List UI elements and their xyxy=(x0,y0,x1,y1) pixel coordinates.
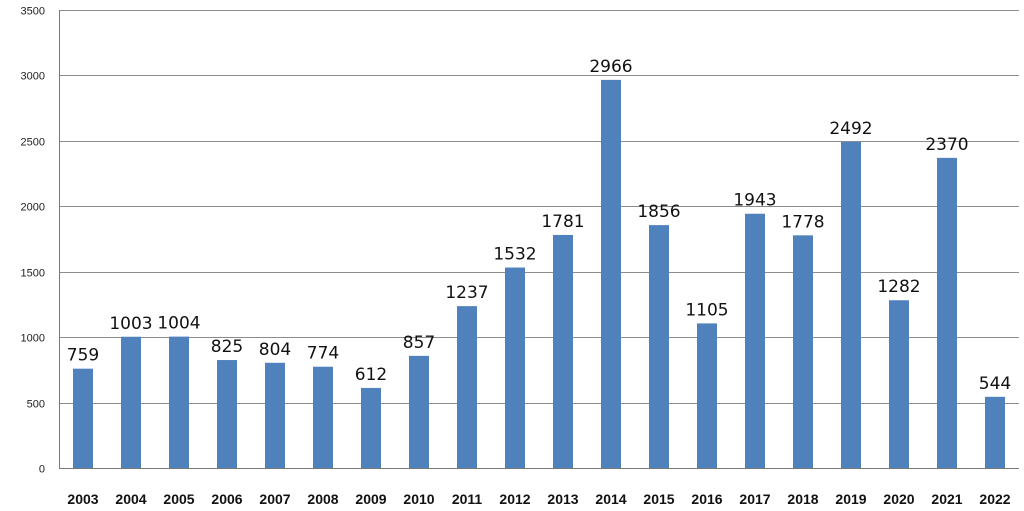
bar-2017 xyxy=(745,213,765,468)
bar-2003 xyxy=(73,368,93,468)
data-label-2021: 2370 xyxy=(925,135,968,155)
bar-2012 xyxy=(505,267,525,468)
data-label-2005: 1004 xyxy=(157,314,200,334)
x-tick-label-2013: 2013 xyxy=(547,491,578,507)
y-tick-label: 3000 xyxy=(21,71,45,83)
x-tick-label-2020: 2020 xyxy=(883,491,914,507)
bar-2005 xyxy=(169,336,189,468)
y-tick-label: 2500 xyxy=(21,137,45,149)
x-tick-label-2004: 2004 xyxy=(115,491,146,507)
x-tick-label-2016: 2016 xyxy=(691,491,722,507)
bars xyxy=(73,79,1005,469)
bar-2008 xyxy=(313,366,333,468)
x-tick-label-2008: 2008 xyxy=(307,491,338,507)
data-label-2010: 857 xyxy=(403,333,435,353)
y-tick-label: 3500 xyxy=(21,6,45,18)
y-tick-label: 1500 xyxy=(21,268,45,280)
data-label-2014: 2966 xyxy=(589,57,632,77)
y-tick-label: 2000 xyxy=(21,202,45,214)
bar-2021 xyxy=(937,157,957,468)
x-tick-label-2017: 2017 xyxy=(739,491,770,507)
x-tick-label-2021: 2021 xyxy=(931,491,962,507)
data-label-2012: 1532 xyxy=(493,245,536,265)
bar-2020 xyxy=(889,300,909,468)
bar-2018 xyxy=(793,235,813,468)
x-tick-label-2007: 2007 xyxy=(259,491,290,507)
axes xyxy=(59,10,1019,469)
x-tick-label-2012: 2012 xyxy=(499,491,530,507)
x-tick-label-2006: 2006 xyxy=(211,491,242,507)
bar-2014 xyxy=(601,79,621,468)
data-label-2015: 1856 xyxy=(637,202,680,222)
y-tick-label: 500 xyxy=(27,399,45,411)
x-tick-label-2019: 2019 xyxy=(835,491,866,507)
bar-2007 xyxy=(265,362,285,468)
data-label-2017: 1943 xyxy=(733,191,776,211)
x-tick-label-2011: 2011 xyxy=(452,491,483,507)
data-label-2006: 825 xyxy=(211,337,243,357)
bar-2006 xyxy=(217,360,237,468)
x-tick-label-2018: 2018 xyxy=(787,491,818,507)
bar-2015 xyxy=(649,225,669,468)
data-label-2016: 1105 xyxy=(685,300,728,320)
data-label-2011: 1237 xyxy=(445,283,488,303)
x-tick-label-2005: 2005 xyxy=(163,491,194,507)
data-label-2004: 1003 xyxy=(109,314,152,334)
bar-2022 xyxy=(985,396,1005,468)
x-axis-ticks: 2003 2004 2005 2006 2007 2008 2009 2010 2011 2012… xyxy=(67,491,1010,507)
data-label-2018: 1778 xyxy=(781,212,824,232)
bar-2019 xyxy=(841,141,861,469)
bar-2011 xyxy=(457,306,477,468)
gridlines xyxy=(59,10,1019,404)
bar-2009 xyxy=(361,387,381,468)
data-label-2003: 759 xyxy=(67,346,99,366)
bar-2004 xyxy=(121,336,141,468)
y-tick-label: 0 xyxy=(39,464,45,476)
data-label-2007: 804 xyxy=(259,340,291,360)
x-tick-label-2015: 2015 xyxy=(643,491,674,507)
data-label-2019: 2492 xyxy=(829,119,872,139)
x-tick-label-2010: 2010 xyxy=(403,491,434,507)
x-tick-label-2009: 2009 xyxy=(355,491,386,507)
bar-2010 xyxy=(409,355,429,468)
bar-2016 xyxy=(697,323,717,468)
data-label-2008: 774 xyxy=(307,344,339,364)
data-label-2020: 1282 xyxy=(877,277,920,297)
data-label-2013: 1781 xyxy=(541,212,584,232)
x-tick-label-2014: 2014 xyxy=(595,491,626,507)
y-tick-label: 1000 xyxy=(21,333,45,345)
bar-2013 xyxy=(553,234,573,468)
data-label-2022: 544 xyxy=(979,374,1011,394)
x-tick-label-2003: 2003 xyxy=(67,491,98,507)
x-tick-label-2022: 2022 xyxy=(979,491,1010,507)
data-label-2009: 612 xyxy=(355,365,387,385)
y-axis-ticks: 0 500 1000 1500 2000 2500 3000 3500 xyxy=(21,6,45,476)
